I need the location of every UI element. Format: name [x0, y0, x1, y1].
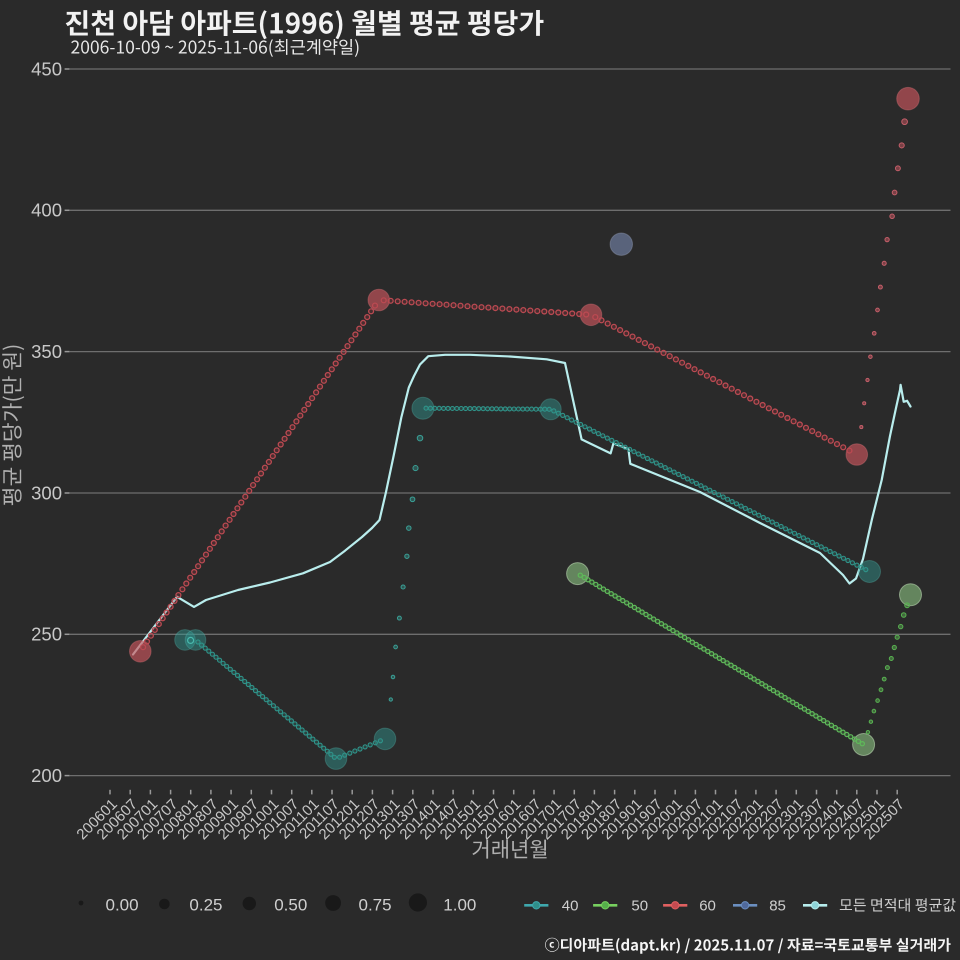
- svg-text:450: 450: [31, 58, 62, 79]
- svg-text:1.00: 1.00: [443, 895, 476, 914]
- svg-text:0.50: 0.50: [274, 895, 307, 914]
- svg-text:60: 60: [699, 898, 716, 915]
- svg-text:200: 200: [31, 765, 62, 786]
- svg-text:0.00: 0.00: [106, 895, 139, 914]
- svg-text:350: 350: [31, 341, 62, 362]
- svg-text:40: 40: [562, 898, 579, 915]
- svg-text:400: 400: [31, 200, 62, 221]
- svg-text:0.25: 0.25: [189, 895, 222, 914]
- svg-text:300: 300: [31, 482, 62, 503]
- svg-text:85: 85: [769, 898, 786, 915]
- svg-text:50: 50: [631, 898, 648, 915]
- svg-text:250: 250: [31, 624, 62, 645]
- svg-text:0.75: 0.75: [359, 895, 392, 914]
